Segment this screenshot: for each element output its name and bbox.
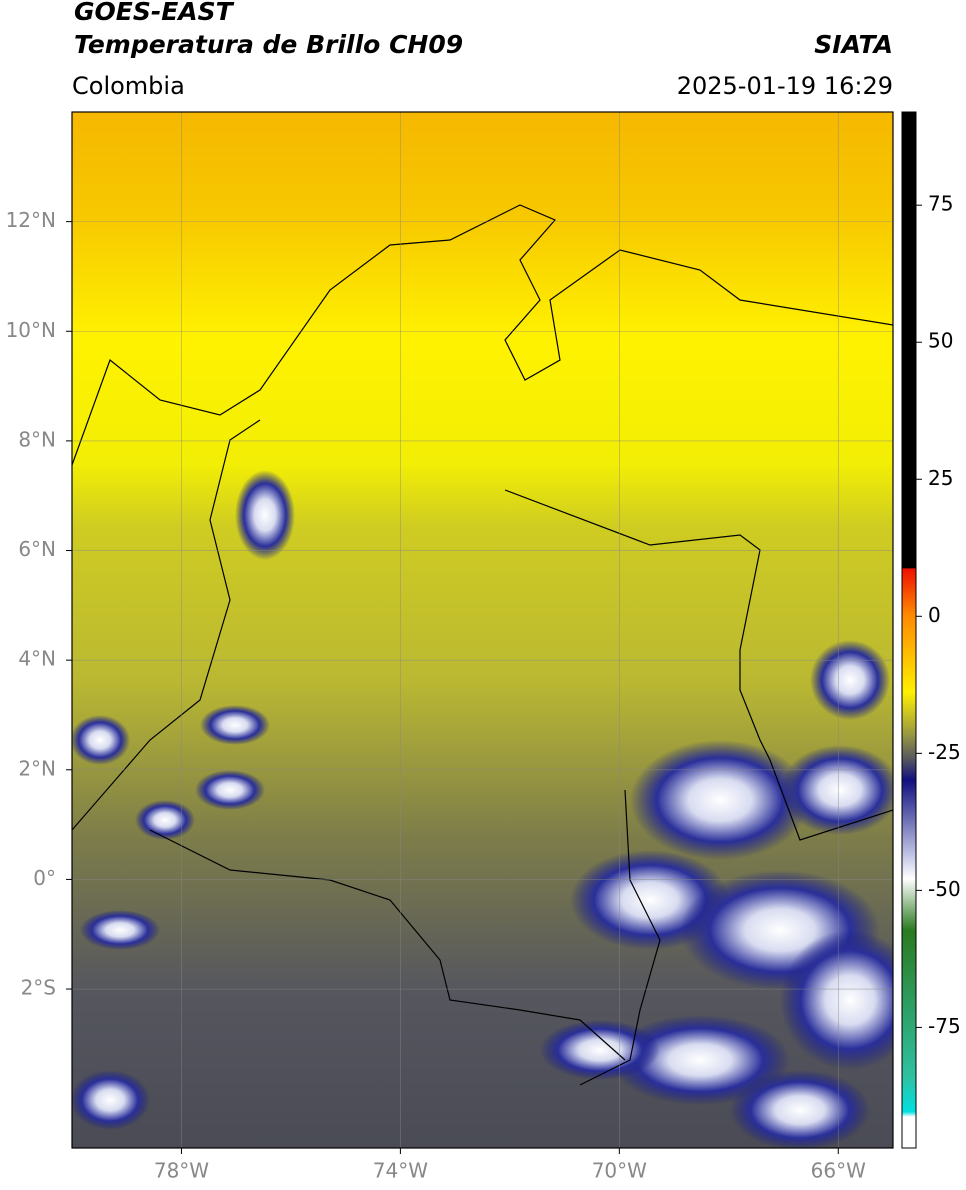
satellite-image [72,112,893,1148]
title: GOES-EAST [74,0,235,26]
colorbar-tick-label: -75 [928,1014,961,1038]
y-tick-label: 2°N [18,756,56,780]
colorbar-tick-label: -25 [928,740,961,764]
x-tick-label: 70°W [592,1159,647,1183]
source: SIATA [814,30,893,59]
region: Colombia [72,72,185,100]
datetime: 2025-01-19 16:29 [677,72,893,100]
x-tick-label: 66°W [811,1159,866,1183]
imagery [72,112,893,1148]
colorbar-tick-label: -50 [928,877,961,901]
y-tick-label: 4°N [18,647,56,671]
y-tick-label: 10°N [6,318,56,342]
y-tick-label: 8°N [18,427,56,451]
colorbar-tick-label: 75 [928,192,953,216]
y-tick-label: 6°N [18,537,56,561]
colorbar-tick-label: 0 [928,603,941,627]
map-frame [71,111,894,1149]
borders [72,204,893,1086]
colorbar [901,111,917,1149]
colorbar-tick-label: 25 [928,466,953,490]
y-tick-label: 12°N [6,208,56,232]
x-tick-label: 78°W [154,1159,209,1183]
y-tick-label: 0° [33,866,56,890]
subtitle: Temperatura de Brillo CH09 [74,30,463,59]
x-tick-label: 74°W [373,1159,428,1183]
y-tick-label: 2°S [21,976,56,1000]
colorbar-tick-label: 50 [928,329,953,353]
